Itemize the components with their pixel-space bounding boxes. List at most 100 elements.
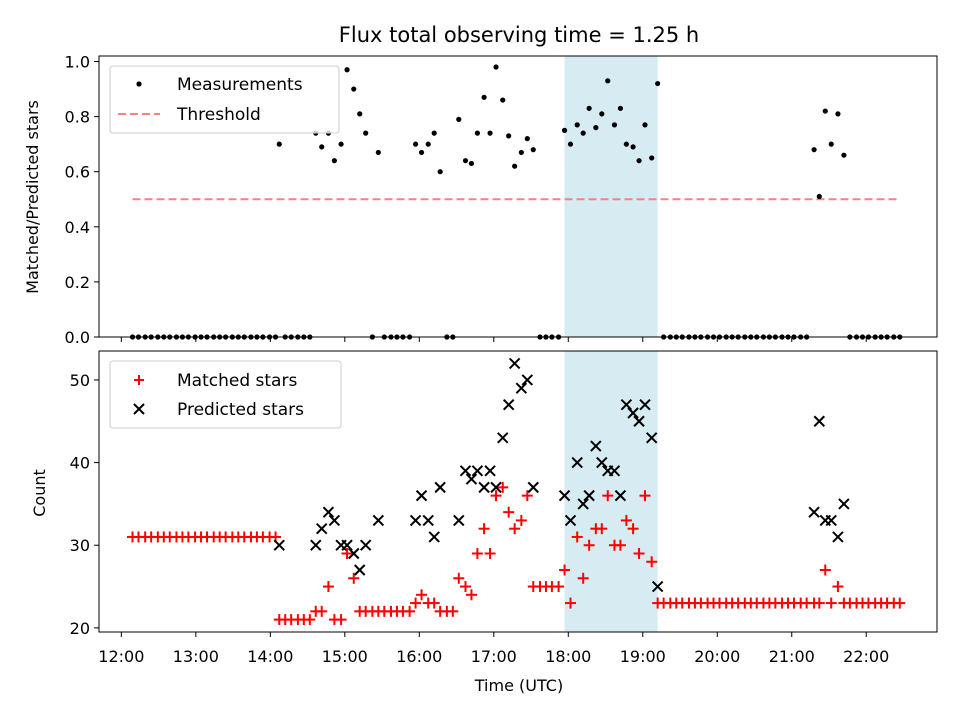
measurement-point [636,158,642,164]
matched-star-point [465,589,477,601]
top-panel: 0.0 0.2 0.4 0.6 0.8 1.0 Matched/Predicted sta… [23,53,938,347]
measurement-point [623,141,629,147]
y-tick-label: 20 [70,619,90,638]
matched-star-point [571,531,583,543]
bottom-x-ticks: 12:00 13:00 14:00 15:00 16:00 17:00 18:00 19:00… [98,632,889,666]
predicted-star-point [577,498,589,510]
predicted-star-point [502,399,515,411]
measurement-point [561,127,568,133]
measurement-point [586,105,592,111]
predicted-star-point [590,440,602,452]
matched-star-point [832,581,844,593]
predicted-star-point [354,564,366,576]
y-tick-label: 40 [70,454,90,473]
predicted-star-point [620,399,633,411]
measurement-point [841,152,847,158]
matched-star-point [577,572,589,584]
bottom-legend-box [109,360,342,429]
matched-star-point [453,572,465,584]
matched-star-point [447,605,459,617]
legend-matched-label: Matched stars [177,371,297,391]
predicted-star-point [359,539,372,551]
top-x-ticks [120,337,867,342]
predicted-star-point [497,432,509,444]
matched-star-point [614,539,626,551]
chart-title: Flux total observing time = 1.25 h [339,23,699,47]
bottom-highlight-rect [564,351,658,632]
bottom-y-ticks: 20 30 40 50 [70,371,99,638]
predicted-star-point [328,514,341,527]
predicted-star-point [459,465,472,477]
legend-predicted-marker [133,403,145,415]
matched-star-point [553,581,565,593]
predicted-star-point [434,481,446,494]
x-tick-label: 20:00 [694,647,740,666]
predicted-star-point [465,473,478,485]
measurement-point [611,122,618,128]
measurement-point [431,130,437,136]
predicted-star-point [558,489,571,502]
predicted-star-point [515,382,528,394]
predicted-star-point [409,514,422,527]
measurement-point [493,64,499,70]
predicted-star-point [571,456,583,469]
measurement-point [319,144,325,150]
measurement-point [593,125,599,131]
measurement-point [816,193,822,200]
measurement-point [580,130,586,136]
predicted-star-point [614,489,627,502]
measurement-point [811,147,817,153]
y-tick-label: 0.6 [65,163,90,182]
x-tick-label: 18:00 [545,647,591,666]
matched-star-point [335,614,347,626]
predicted-star-point [372,514,385,527]
matched-star-point [341,547,353,559]
predicted-star-point [651,580,664,593]
matched-star-point [559,564,571,576]
predicted-star-point [490,481,502,494]
measurement-point [506,133,512,139]
predicted-star-point [453,514,465,527]
predicted-star-point [422,514,434,527]
matched-star-point [620,514,632,526]
measurement-point [518,149,524,156]
measurement-point [567,141,574,147]
matched-star-point [428,597,440,609]
bottom-highlight-span [564,351,658,632]
matched-star-point [602,490,614,502]
measurement-point [462,158,469,164]
predicted-star-point [808,506,820,518]
measurement-point [642,122,648,128]
measurement-point [512,163,518,169]
measurement-point [500,97,506,103]
measurement-point [357,111,363,117]
matched-star-point [322,581,334,593]
x-tick-label: 22:00 [843,647,889,666]
measurement-point [418,149,425,156]
top-legend: Measurements Threshold [109,65,340,134]
top-highlight-span [564,56,658,337]
predicted-star-point [478,481,490,494]
measurement-point [630,144,636,150]
matched-star-point [497,481,509,493]
measurement-point [276,141,282,147]
predicted-star-point [832,531,844,543]
measurement-point [351,86,357,92]
measurement-point [412,141,419,147]
predicted-star-point [608,465,621,477]
predicted-star-point [583,489,595,502]
x-axis-label: Time (UTC) [474,676,563,695]
predicted-star-point [341,539,353,551]
measurement-point [363,130,369,136]
matched-star-point [503,506,515,518]
matched-star-point [459,581,471,593]
matched-star-point [490,490,502,502]
matched-star-point [565,597,577,609]
predicted-star-point [627,407,639,419]
predicted-star-point [838,498,850,510]
x-tick-label: 17:00 [471,647,517,666]
predicted-star-point [428,531,440,543]
y-tick-label: 1.0 [65,53,90,72]
matched-star-point [515,514,527,526]
